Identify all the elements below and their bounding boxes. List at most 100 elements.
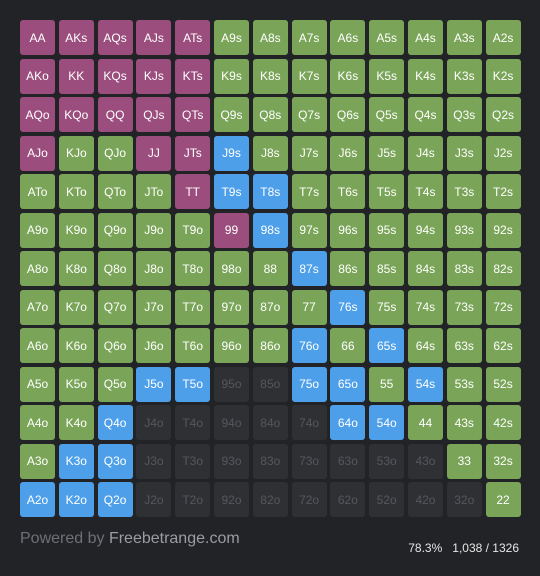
hand-cell-jts[interactable]: JTs	[175, 136, 210, 171]
hand-cell-a3o[interactable]: A3o	[20, 444, 55, 479]
hand-cell-86o[interactable]: 86o	[253, 328, 288, 363]
hand-cell-j8o[interactable]: J8o	[136, 251, 171, 286]
hand-cell-96o[interactable]: 96o	[214, 328, 249, 363]
hand-cell-85s[interactable]: 85s	[369, 251, 404, 286]
hand-cell-55[interactable]: 55	[369, 367, 404, 402]
hand-cell-aqo[interactable]: AQo	[20, 97, 55, 132]
hand-cell-aa[interactable]: AA	[20, 20, 55, 55]
hand-cell-k4o[interactable]: K4o	[59, 405, 94, 440]
hand-cell-j7o[interactable]: J7o	[136, 290, 171, 325]
hand-cell-t7o[interactable]: T7o	[175, 290, 210, 325]
hand-cell-j6s[interactable]: J6s	[330, 136, 365, 171]
hand-cell-84s[interactable]: 84s	[408, 251, 443, 286]
hand-cell-q9s[interactable]: Q9s	[214, 97, 249, 132]
hand-cell-k4s[interactable]: K4s	[408, 59, 443, 94]
hand-cell-q9o[interactable]: Q9o	[98, 213, 133, 248]
hand-cell-q5o[interactable]: Q5o	[98, 367, 133, 402]
hand-cell-96s[interactable]: 96s	[330, 213, 365, 248]
hand-cell-32s[interactable]: 32s	[486, 444, 521, 479]
hand-cell-52o[interactable]: 52o	[369, 482, 404, 517]
hand-cell-63s[interactable]: 63s	[447, 328, 482, 363]
hand-cell-54s[interactable]: 54s	[408, 367, 443, 402]
hand-cell-j5s[interactable]: J5s	[369, 136, 404, 171]
hand-cell-82o[interactable]: 82o	[253, 482, 288, 517]
hand-cell-72s[interactable]: 72s	[486, 290, 521, 325]
hand-cell-a8s[interactable]: A8s	[253, 20, 288, 55]
hand-cell-94s[interactable]: 94s	[408, 213, 443, 248]
hand-cell-t9o[interactable]: T9o	[175, 213, 210, 248]
hand-cell-t5s[interactable]: T5s	[369, 174, 404, 209]
hand-cell-k5s[interactable]: K5s	[369, 59, 404, 94]
hand-cell-32o[interactable]: 32o	[447, 482, 482, 517]
hand-cell-k3s[interactable]: K3s	[447, 59, 482, 94]
hand-cell-53s[interactable]: 53s	[447, 367, 482, 402]
hand-cell-92o[interactable]: 92o	[214, 482, 249, 517]
hand-cell-87s[interactable]: 87s	[292, 251, 327, 286]
hand-cell-k7o[interactable]: K7o	[59, 290, 94, 325]
hand-cell-74s[interactable]: 74s	[408, 290, 443, 325]
hand-cell-j3o[interactable]: J3o	[136, 444, 171, 479]
hand-cell-k8s[interactable]: K8s	[253, 59, 288, 94]
hand-cell-jto[interactable]: JTo	[136, 174, 171, 209]
hand-cell-t6s[interactable]: T6s	[330, 174, 365, 209]
hand-cell-qjo[interactable]: QJo	[98, 136, 133, 171]
hand-cell-a3s[interactable]: A3s	[447, 20, 482, 55]
hand-cell-65o[interactable]: 65o	[330, 367, 365, 402]
hand-cell-j6o[interactable]: J6o	[136, 328, 171, 363]
hand-cell-tt[interactable]: TT	[175, 174, 210, 209]
hand-cell-q5s[interactable]: Q5s	[369, 97, 404, 132]
hand-cell-97s[interactable]: 97s	[292, 213, 327, 248]
hand-cell-a5o[interactable]: A5o	[20, 367, 55, 402]
hand-cell-97o[interactable]: 97o	[214, 290, 249, 325]
hand-cell-42o[interactable]: 42o	[408, 482, 443, 517]
hand-cell-a6o[interactable]: A6o	[20, 328, 55, 363]
hand-cell-q3o[interactable]: Q3o	[98, 444, 133, 479]
hand-cell-k2s[interactable]: K2s	[486, 59, 521, 94]
hand-cell-q7s[interactable]: Q7s	[292, 97, 327, 132]
hand-cell-t6o[interactable]: T6o	[175, 328, 210, 363]
hand-cell-63o[interactable]: 63o	[330, 444, 365, 479]
hand-cell-j9s[interactable]: J9s	[214, 136, 249, 171]
hand-cell-83s[interactable]: 83s	[447, 251, 482, 286]
hand-cell-73s[interactable]: 73s	[447, 290, 482, 325]
brand-link[interactable]: Freebetrange.com	[109, 530, 240, 547]
hand-cell-k7s[interactable]: K7s	[292, 59, 327, 94]
hand-cell-qq[interactable]: QQ	[98, 97, 133, 132]
hand-cell-q6s[interactable]: Q6s	[330, 97, 365, 132]
hand-cell-k5o[interactable]: K5o	[59, 367, 94, 402]
hand-cell-t3o[interactable]: T3o	[175, 444, 210, 479]
hand-cell-qto[interactable]: QTo	[98, 174, 133, 209]
hand-cell-aks[interactable]: AKs	[59, 20, 94, 55]
hand-cell-86s[interactable]: 86s	[330, 251, 365, 286]
hand-cell-kjs[interactable]: KJs	[136, 59, 171, 94]
hand-cell-t3s[interactable]: T3s	[447, 174, 482, 209]
hand-cell-q8o[interactable]: Q8o	[98, 251, 133, 286]
hand-cell-q8s[interactable]: Q8s	[253, 97, 288, 132]
hand-cell-k2o[interactable]: K2o	[59, 482, 94, 517]
hand-cell-k9o[interactable]: K9o	[59, 213, 94, 248]
hand-cell-q2s[interactable]: Q2s	[486, 97, 521, 132]
hand-cell-95s[interactable]: 95s	[369, 213, 404, 248]
hand-cell-a4o[interactable]: A4o	[20, 405, 55, 440]
hand-cell-j4o[interactable]: J4o	[136, 405, 171, 440]
hand-cell-a9s[interactable]: A9s	[214, 20, 249, 55]
hand-cell-t2o[interactable]: T2o	[175, 482, 210, 517]
hand-cell-q4o[interactable]: Q4o	[98, 405, 133, 440]
hand-cell-k6s[interactable]: K6s	[330, 59, 365, 94]
hand-cell-66[interactable]: 66	[330, 328, 365, 363]
hand-cell-t8o[interactable]: T8o	[175, 251, 210, 286]
hand-cell-q4s[interactable]: Q4s	[408, 97, 443, 132]
hand-cell-ato[interactable]: ATo	[20, 174, 55, 209]
hand-cell-t8s[interactable]: T8s	[253, 174, 288, 209]
hand-cell-76s[interactable]: 76s	[330, 290, 365, 325]
hand-cell-95o[interactable]: 95o	[214, 367, 249, 402]
hand-cell-82s[interactable]: 82s	[486, 251, 521, 286]
hand-cell-t5o[interactable]: T5o	[175, 367, 210, 402]
hand-cell-98s[interactable]: 98s	[253, 213, 288, 248]
hand-cell-a9o[interactable]: A9o	[20, 213, 55, 248]
hand-cell-a7o[interactable]: A7o	[20, 290, 55, 325]
hand-cell-54o[interactable]: 54o	[369, 405, 404, 440]
hand-cell-ats[interactable]: ATs	[175, 20, 210, 55]
hand-cell-kqs[interactable]: KQs	[98, 59, 133, 94]
hand-cell-88[interactable]: 88	[253, 251, 288, 286]
